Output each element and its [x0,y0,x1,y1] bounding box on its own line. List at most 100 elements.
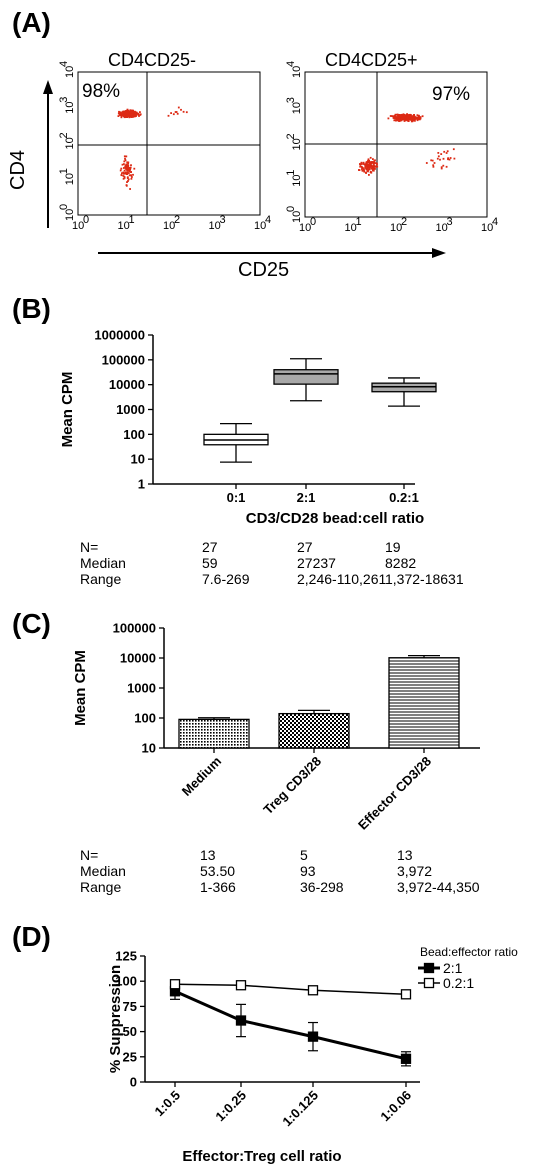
x-tick-label: 0:1 [227,490,246,505]
y-tick-exponent: 2 [58,132,70,138]
x-tick-label: 1:0.5 [152,1088,184,1120]
flow-event-dot [127,161,130,164]
flow-event-dot [421,115,424,118]
flow-event-dot [368,161,371,163]
x-tick-label: 0.2:1 [389,490,419,505]
flow-event-dot [126,181,128,183]
flow-event-dot [127,112,130,115]
stats-cell: 7.6-269 [202,571,250,587]
panel-a-label: (A) [12,7,51,38]
stats-cell: 27 [297,539,313,555]
flow-event-dot [131,176,133,178]
series-line [174,983,407,996]
flow-event-dot [359,165,362,168]
y-tick-exponent: 1 [285,170,297,176]
data-point [307,985,319,996]
stats-cell: 2,246-110,261 [297,571,386,587]
stats-cell: 5 [300,847,308,863]
cd25-arrowhead [432,248,446,258]
flow-event-dot [368,168,371,171]
y-tick-exponent: 0 [58,204,70,210]
x-tick-base: 10 [118,220,130,232]
flow-event-dot [389,115,392,117]
flow-event-dot [396,113,399,116]
stats-cell: 93 [300,863,316,879]
flow-event-dot [130,174,132,177]
y-tick-label: 10 [142,741,156,756]
y-tick-exponent: 4 [58,61,70,67]
x-tick-exponent: 3 [447,216,453,228]
flow-event-dot [362,163,365,165]
flow-event-dot [364,163,366,166]
flow-event-dot [367,159,369,162]
flow-event-dot [123,167,125,169]
flow-event-dot [430,159,433,162]
panel-a: (A) CD4CD25- 98% 10010010110110210210310… [7,7,498,281]
flow-event-dot [407,120,410,122]
flow-event-dot [413,119,416,122]
flow-event-dot [125,155,128,158]
flow-event-dot [371,167,374,169]
flow-plot-title: CD4CD25+ [325,50,418,70]
flow-event-dot [395,119,398,122]
flow-event-dot [406,117,409,120]
flow-event-dot [122,175,125,177]
flow-event-dot [367,158,370,161]
flow-event-dot [445,152,448,154]
flow-event-dot [126,165,129,167]
flow-event-dot [406,115,409,118]
bar-chart: 10 100 1000 10000 100000 Medium Treg CD3/28 Eff… [72,621,480,833]
data-point [235,980,247,991]
stats-row-label: Range [80,879,121,895]
flow-event-dot [398,114,401,116]
flow-event-dot [440,167,443,170]
x-tick-label: 1:0.125 [279,1088,321,1130]
x-tick-label: 1:0.06 [377,1088,414,1125]
x-tick-base: 10 [345,222,357,234]
flow-events [358,113,456,176]
cd4-arrowhead [43,80,53,94]
flow-event-dot [408,117,411,120]
flow-event-dot [387,117,390,120]
panel-c-stats-table: N=MedianRange1353.501-36659336-298133,97… [80,847,480,895]
stats-cell: 1,372-18631 [385,571,464,587]
x-tick-base: 10 [163,220,175,232]
flow-event-dot [130,177,133,180]
x-tick-label: 2:1 [297,490,316,505]
data-point [235,1015,247,1026]
y-tick-label: 50 [123,1024,137,1039]
flow-event-dot [413,117,415,119]
flow-event-dot [127,162,129,165]
stats-cell: 13 [200,847,216,863]
flow-event-dot [442,157,445,160]
x-tick-label: Effector CD3/28 [355,754,434,833]
flow-event-dot [128,172,130,174]
y-tick-label: 100 [134,711,156,726]
y-tick-label: 1000000 [94,328,145,343]
x-tick-exponent: 2 [174,214,180,226]
flow-event-dot [120,116,123,119]
y-tick-label: 1 [138,477,145,492]
flow-event-dot [121,114,124,116]
flow-event-dot [135,114,137,117]
flow-event-dot [121,172,123,175]
flow-event-dot [129,168,132,171]
flow-event-dot [397,116,400,119]
flow-event-dot [128,110,130,113]
flow-event-dot [138,115,140,117]
flow-event-dot [174,111,177,113]
stats-cell: 59 [202,555,218,571]
flow-event-dot [130,116,133,118]
bar [178,718,250,749]
flow-event-dot [436,157,439,160]
flow-event-dot [129,188,131,190]
flow-event-dot [136,112,139,115]
panel-c: (C) 10 100 1000 10000 100000 Medium Treg CD3/2… [12,608,480,895]
flow-event-dot [175,111,178,113]
flow-event-dot [139,114,142,116]
flow-plot-title: CD4CD25- [108,50,196,70]
flow-plot-cd25-negative: CD4CD25- 98% 100100101101102102103103104… [58,50,271,232]
flow-event-dot [432,164,435,167]
flow-event-dot [375,165,378,168]
